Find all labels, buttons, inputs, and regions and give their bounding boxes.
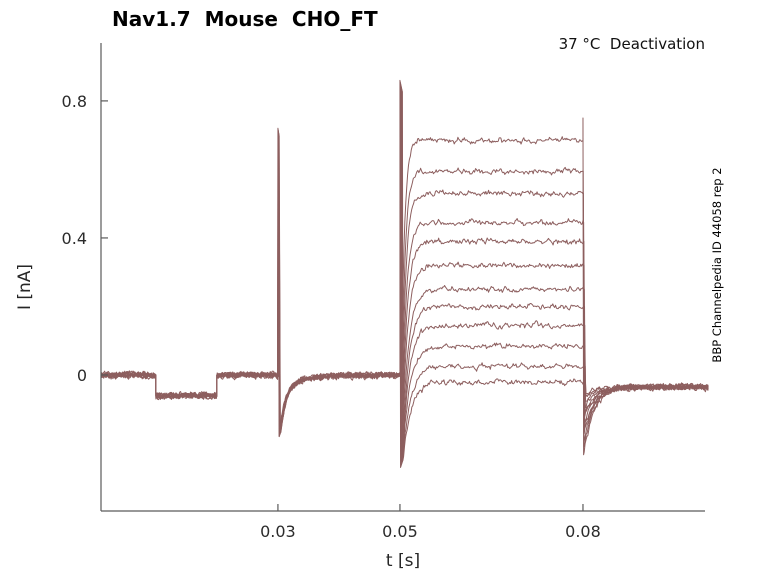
- x-tick-label: 0.08: [565, 522, 601, 541]
- x-tick-label: 0.03: [260, 522, 296, 541]
- trace-group: [100, 79, 709, 468]
- x-tick-label: 0.05: [382, 522, 418, 541]
- x-axis-label: t [s]: [386, 551, 420, 571]
- y-tick-label: 0.8: [62, 92, 87, 111]
- current-trace-sweep-12: [100, 91, 709, 461]
- axes-group: 0 0.4 0.8 0.03 0.05 0.08: [62, 43, 705, 541]
- watermark-side-label: BBP Channelpedia ID 44058 rep 2: [710, 167, 724, 362]
- y-axis-label: I [nA]: [15, 264, 35, 310]
- y-tick-label: 0.4: [62, 229, 87, 248]
- y-tick-label: 0: [77, 366, 87, 385]
- chart-title: Nav1.7 Mouse CHO_FT: [112, 7, 378, 31]
- condition-annotation: 37 °C Deactivation: [559, 35, 705, 53]
